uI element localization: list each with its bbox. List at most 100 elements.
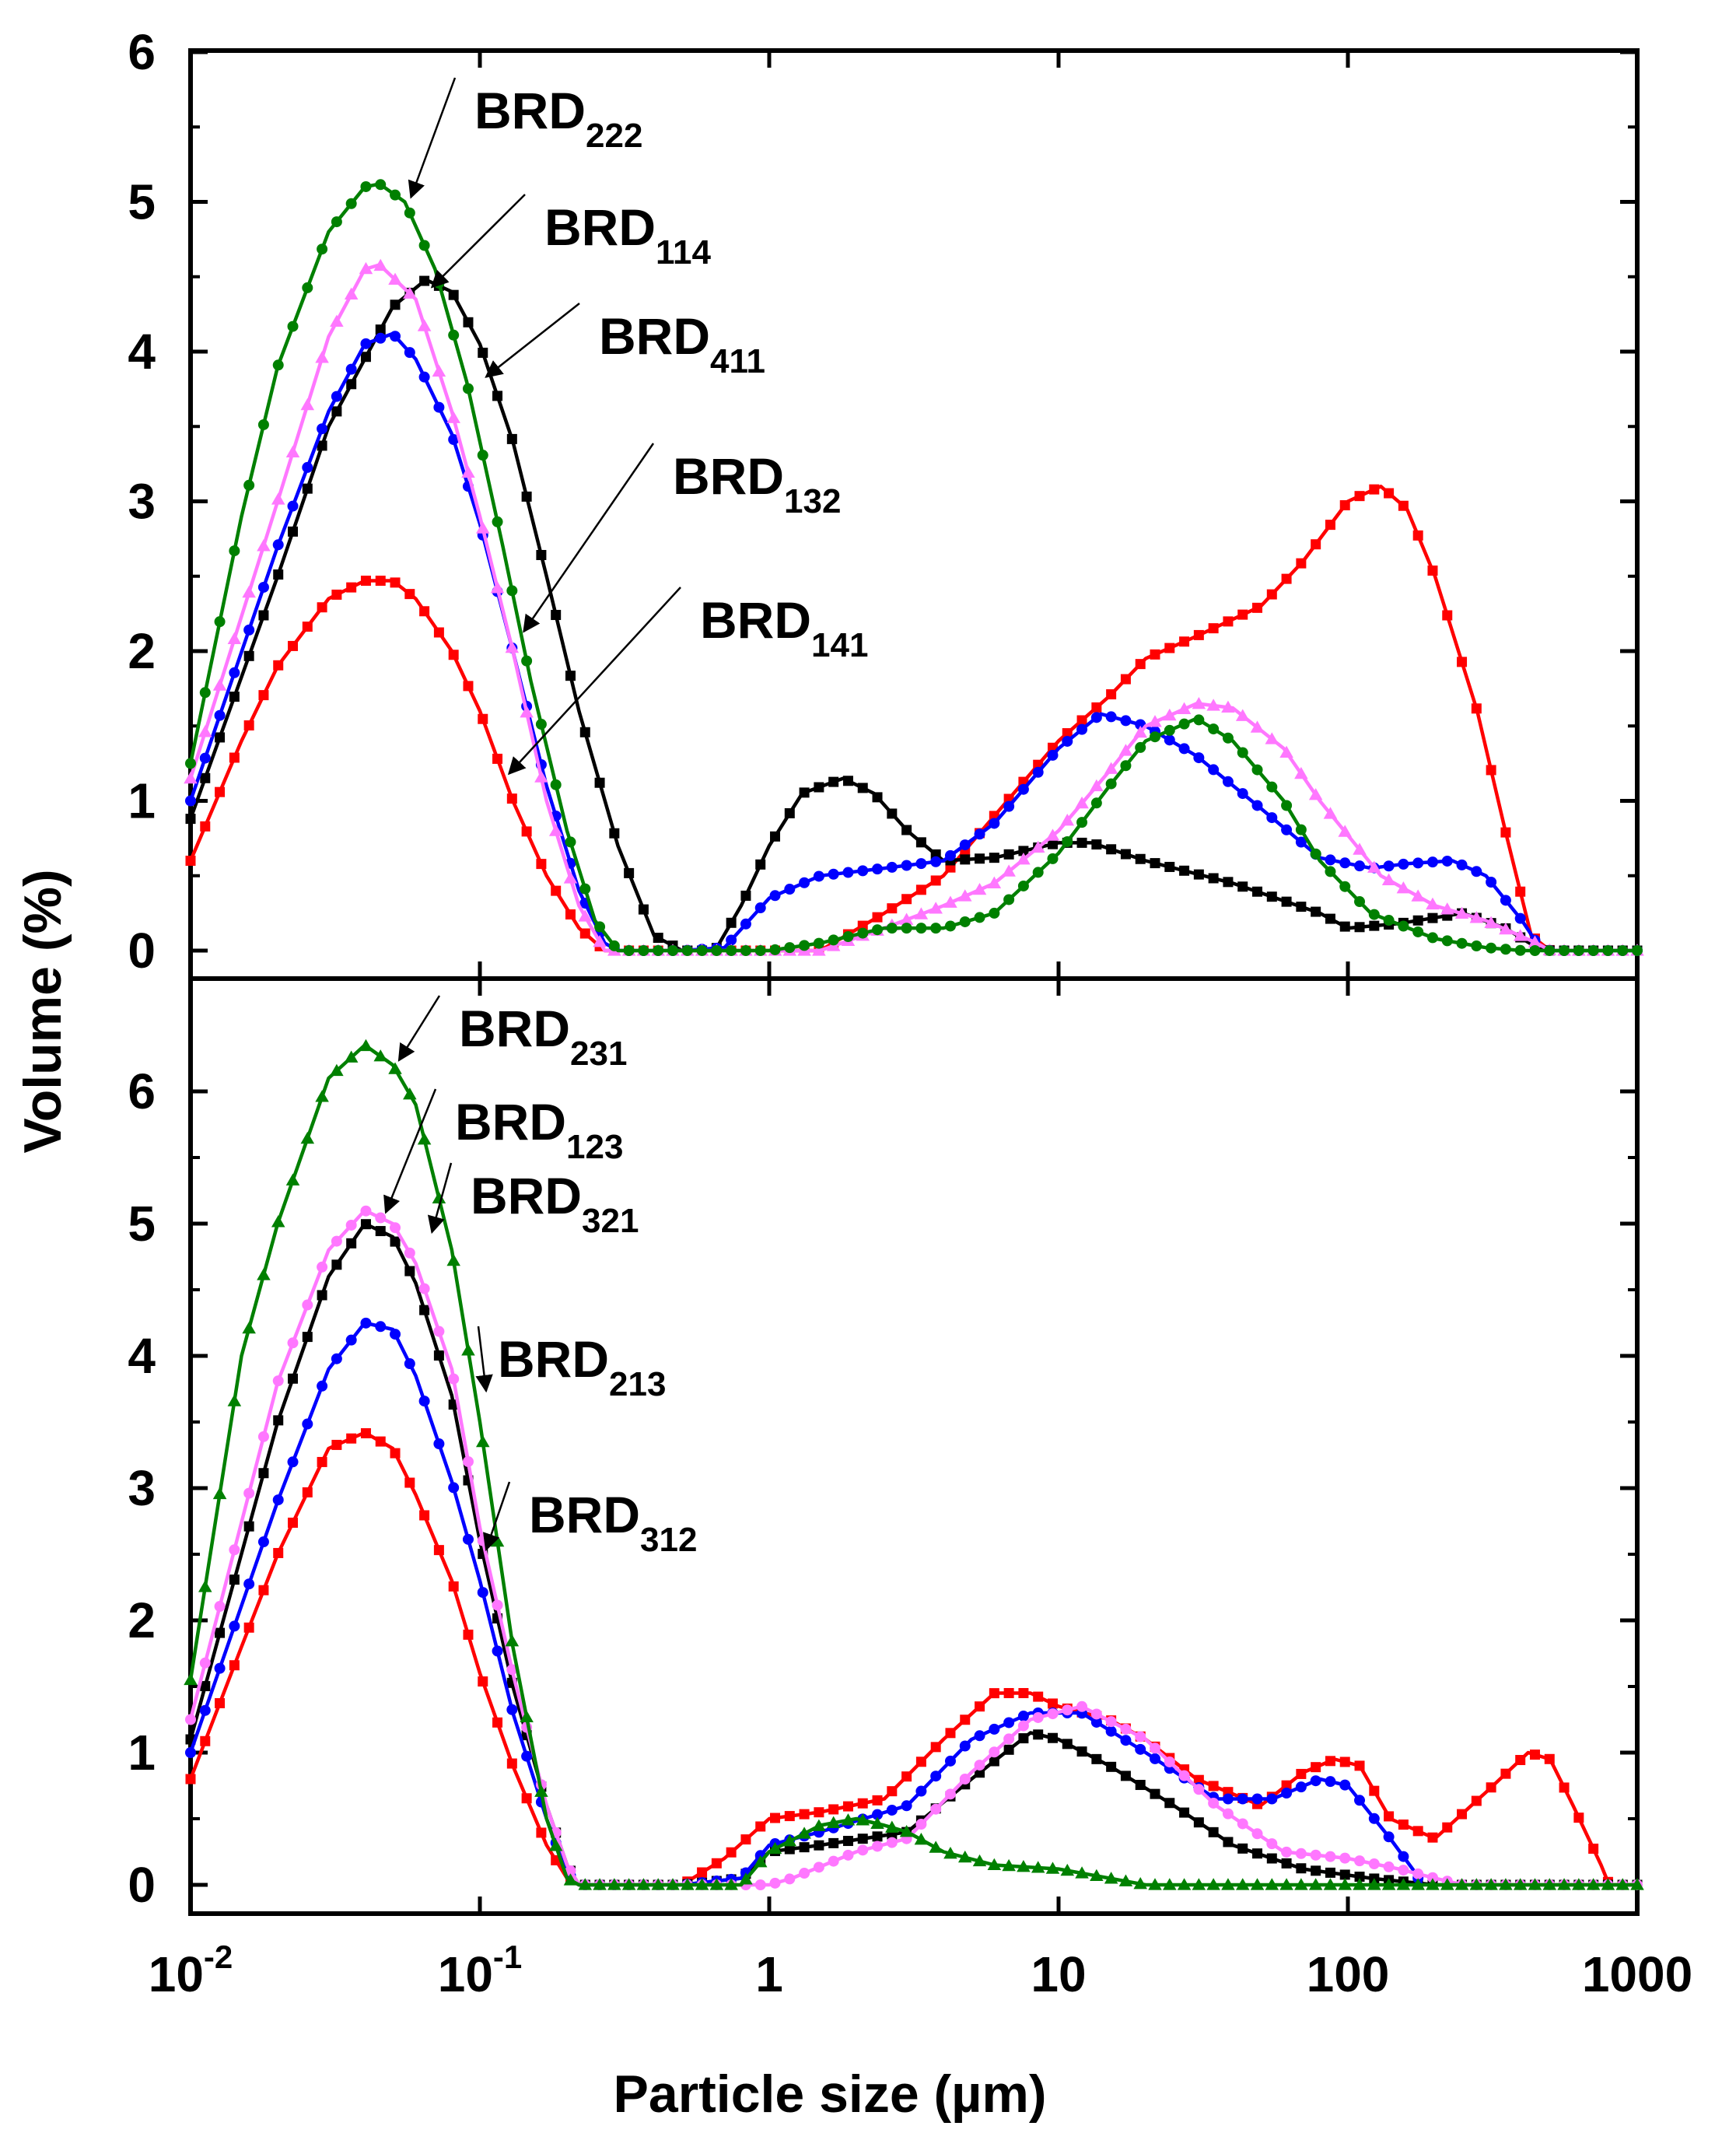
data-point-square [1018,1733,1029,1744]
data-point-square [1486,1782,1496,1793]
data-point-circle [331,1353,342,1364]
series-BRD231 [184,1038,1644,1890]
data-point-square [478,347,488,358]
y-tick-label: 3 [128,1460,156,1516]
data-point-square [857,1834,868,1844]
data-point-square [915,837,926,848]
annotation-subscript: 231 [570,1035,627,1073]
data-point-square [331,1439,342,1450]
data-point-square [1106,1761,1117,1772]
x-tick-label: 1 [755,1946,783,2002]
data-point-circle [1076,817,1088,828]
data-point-square [872,912,883,923]
data-point-circle [462,1533,474,1545]
data-point-square [1179,865,1190,876]
data-point-triangle [505,1634,520,1647]
series-line [188,1221,1637,1887]
data-point-square [1339,1756,1350,1767]
data-point-triangle [972,882,987,895]
data-point-circle [1032,1711,1044,1723]
data-point-square [346,379,357,390]
data-point-circle [185,1747,196,1758]
data-point-square [331,589,342,600]
data-point-circle [944,1755,956,1767]
data-point-square [1427,566,1438,576]
series-BRD312 [185,1427,1643,1890]
annotation-subscript: 222 [586,117,642,155]
data-point-square [317,1290,327,1301]
data-point-circle [1529,945,1541,956]
data-point-square [1033,1729,1044,1740]
data-point-triangle [212,678,227,691]
data-point-square [1471,703,1482,714]
data-point-circle [944,1788,956,1800]
series-BRD411 [185,275,1643,956]
data-point-square [200,1735,211,1746]
data-point-circle [317,423,328,435]
data-point-triangle [285,445,300,457]
data-point-circle [506,585,518,597]
data-point-triangle [1148,1878,1162,1890]
data-point-square [243,1521,254,1532]
data-point-circle [696,945,708,956]
annotation-label: BRD114 [544,198,712,271]
data-point-circle [1135,1731,1146,1742]
data-point-circle [915,1785,927,1797]
data-point-circle [1178,1770,1190,1781]
data-point-square [375,1436,386,1447]
data-point-triangle [1411,889,1425,902]
data-point-square [1193,629,1204,640]
data-point-triangle [461,1343,475,1356]
data-point-square [857,920,868,931]
data-point-circle [842,867,854,878]
data-point-square [887,1786,898,1797]
data-point-square [1354,491,1365,502]
data-point-circle [550,779,562,790]
data-point-triangle [929,902,943,914]
data-point-circle [1559,945,1570,956]
data-point-triangle [1323,1878,1338,1890]
data-point-square [433,1545,444,1556]
data-point-circle [1426,1872,1438,1883]
data-point-triangle [914,907,929,919]
data-point-triangle [359,261,373,275]
data-point-triangle [1221,1878,1235,1890]
data-point-circle [1208,1797,1220,1809]
data-point-square [1208,1781,1219,1792]
series-BRD123 [185,1219,1643,1890]
data-point-triangle [242,1321,256,1334]
data-point-circle [974,1760,985,1771]
data-point-circle [959,916,971,927]
data-point-square [1208,623,1219,634]
annotation-arrow [485,303,580,378]
y-tick-label: 6 [128,1063,156,1119]
data-point-triangle [621,1878,636,1890]
data-point-triangle [1484,1878,1498,1890]
data-point-triangle [1221,700,1235,713]
data-point-triangle [812,1819,826,1831]
data-point-triangle [1601,1878,1615,1890]
data-point-triangle [490,581,505,594]
data-point-square [1471,1795,1482,1806]
data-point-triangle [1557,1878,1571,1890]
data-point-square [419,1510,430,1521]
data-point-circle [433,401,445,413]
data-point-triangle [1440,902,1454,915]
data-point-circle [1251,764,1263,776]
data-point-triangle [753,1855,768,1868]
data-point-circle [1500,944,1511,955]
y-tick-label: 2 [128,1592,156,1648]
data-point-triangle [432,1191,446,1203]
data-point-circle [287,1456,299,1468]
data-point-square [814,1807,824,1818]
data-point-square [1325,1756,1335,1767]
data-point-circle [1150,1753,1160,1764]
data-point-square [346,582,357,593]
data-point-triangle [1454,906,1469,919]
data-point-triangle [1104,762,1118,774]
data-point-square [492,753,503,764]
data-point-circle [492,1645,503,1657]
data-point-triangle [914,1833,929,1845]
data-point-circle [199,752,211,764]
annotation-arrow [397,995,441,1062]
